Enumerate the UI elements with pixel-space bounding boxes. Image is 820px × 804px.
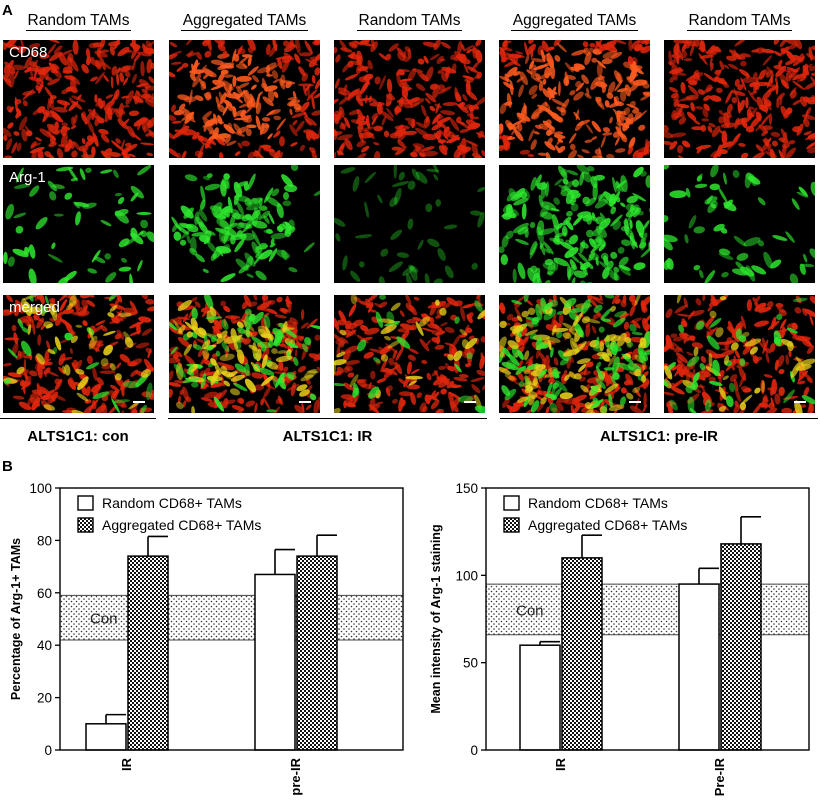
column-header-text: Random TAMs — [25, 12, 132, 31]
bar-chart-intensity: Con 0 50 100 150 IR Pre-IR Mean intensity of Ar… — [429, 481, 810, 796]
control-band — [60, 595, 403, 640]
y-axis-label: Mean intensity of Arg-1 staining — [429, 524, 443, 713]
micrograph-tile: merged — [3, 295, 154, 413]
y-tick-label: 50 — [463, 656, 478, 671]
bar — [720, 543, 762, 751]
micrograph-tile — [664, 165, 815, 283]
error-bar — [274, 548, 295, 575]
y-tick-label: 100 — [455, 568, 478, 583]
legend-swatch-random — [77, 495, 94, 511]
group-label: ALTS1C1: IR — [282, 428, 373, 445]
micrograph-tile — [334, 40, 485, 158]
x-tick-label: IR — [553, 757, 568, 771]
control-band-label: Con — [90, 611, 118, 628]
legend-label-aggregated: Aggregated CD68+ TAMs — [102, 517, 261, 533]
scale-bar — [299, 401, 311, 403]
error-bar — [316, 534, 337, 557]
column-header: Random TAMs — [326, 12, 493, 31]
bar — [296, 555, 338, 751]
scale-bar — [133, 401, 145, 403]
scale-bar — [464, 401, 476, 403]
channel-label: merged — [9, 299, 60, 316]
channel-label: CD68 — [9, 44, 48, 61]
y-tick-label: 0 — [44, 743, 52, 758]
column-header: Random TAMs — [0, 12, 162, 31]
micrograph-tile — [499, 40, 650, 158]
micrograph-tile — [664, 40, 815, 158]
y-tick-label: 100 — [29, 481, 52, 496]
legend-label-random: Random CD68+ TAMs — [528, 495, 668, 511]
y-tick-label: 80 — [37, 533, 52, 548]
y-tick-label: 40 — [37, 638, 52, 653]
error-bar — [147, 535, 168, 557]
y-tick-label: 60 — [37, 586, 52, 601]
micrograph-tile — [334, 295, 485, 413]
x-tick-label: IR — [119, 757, 134, 771]
scale-bar — [629, 401, 641, 403]
y-tick-label: 150 — [455, 481, 478, 496]
panel-b-letter: B — [2, 458, 13, 475]
bar — [127, 555, 169, 751]
column-header-text: Aggregated TAMs — [180, 12, 309, 31]
column-header-text: Random TAMs — [686, 12, 793, 31]
bar — [254, 573, 296, 751]
x-tick-label: Pre-IR — [712, 757, 727, 796]
micrograph-tile — [334, 165, 485, 283]
y-tick-label: 0 — [470, 743, 478, 758]
micrograph-tile — [169, 295, 320, 413]
micrograph-tile — [169, 40, 320, 158]
bar — [678, 583, 720, 751]
column-header: Aggregated TAMs — [491, 12, 658, 31]
column-header: Aggregated TAMs — [161, 12, 328, 31]
column-header-text: Aggregated TAMs — [510, 12, 639, 31]
legend-label-random: Random CD68+ TAMs — [102, 495, 242, 511]
error-bar — [539, 640, 560, 646]
error-bar — [581, 534, 602, 558]
bar-chart-percentage: Con 0 20 40 60 80 100 IR pre-IR Percentage of Arg… — [9, 481, 404, 796]
y-axis-label: Percentage of Arg-1+ TAMs — [9, 538, 23, 700]
column-header-text: Random TAMs — [356, 12, 463, 31]
micrograph-tile — [499, 165, 650, 283]
plot-frame — [485, 487, 810, 751]
bar — [519, 644, 561, 751]
micrograph-tile: CD68 — [3, 40, 154, 158]
micrograph-tile: Arg-1 — [3, 165, 154, 283]
scale-bar — [794, 401, 806, 403]
error-bar — [740, 516, 761, 544]
control-band-label: Con — [516, 602, 544, 619]
column-header: Random TAMs — [656, 12, 820, 31]
micrograph-tile — [499, 295, 650, 413]
x-tick-label: pre-IR — [288, 757, 303, 795]
group-underline — [0, 418, 156, 419]
legend-swatch-aggregated — [503, 517, 520, 533]
plot-frame — [59, 487, 404, 751]
error-bar — [105, 713, 126, 724]
group-underline — [500, 418, 818, 419]
legend-swatch-aggregated — [77, 517, 94, 533]
bar — [561, 557, 603, 751]
bar — [85, 723, 127, 751]
group-underline — [168, 418, 487, 419]
micrograph-tile — [664, 295, 815, 413]
micrograph-tile — [169, 165, 320, 283]
group-label: ALTS1C1: con — [27, 428, 129, 445]
group-label: ALTS1C1: pre-IR — [599, 428, 719, 445]
y-tick-label: 20 — [37, 691, 52, 706]
error-bar — [698, 567, 719, 585]
legend-label-aggregated: Aggregated CD68+ TAMs — [528, 517, 687, 533]
panel-a-letter: A — [2, 2, 13, 19]
channel-label: Arg-1 — [9, 169, 46, 186]
legend-swatch-random — [503, 495, 520, 511]
